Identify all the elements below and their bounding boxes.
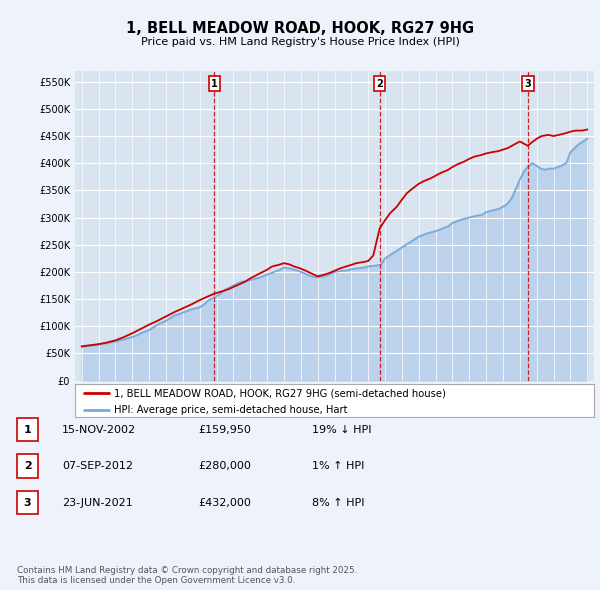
Text: 2: 2	[376, 78, 383, 88]
Text: 8% ↑ HPI: 8% ↑ HPI	[312, 498, 365, 507]
Text: HPI: Average price, semi-detached house, Hart: HPI: Average price, semi-detached house,…	[114, 405, 347, 415]
Text: 1, BELL MEADOW ROAD, HOOK, RG27 9HG (semi-detached house): 1, BELL MEADOW ROAD, HOOK, RG27 9HG (sem…	[114, 388, 446, 398]
Text: 23-JUN-2021: 23-JUN-2021	[62, 498, 133, 507]
Text: 1, BELL MEADOW ROAD, HOOK, RG27 9HG: 1, BELL MEADOW ROAD, HOOK, RG27 9HG	[126, 21, 474, 35]
Text: £280,000: £280,000	[198, 461, 251, 471]
Text: Price paid vs. HM Land Registry's House Price Index (HPI): Price paid vs. HM Land Registry's House …	[140, 37, 460, 47]
Text: 07-SEP-2012: 07-SEP-2012	[62, 461, 133, 471]
Text: £432,000: £432,000	[198, 498, 251, 507]
Text: 1% ↑ HPI: 1% ↑ HPI	[312, 461, 364, 471]
Text: 2: 2	[24, 461, 31, 471]
Text: 3: 3	[524, 78, 531, 88]
Text: 1: 1	[24, 425, 31, 434]
Text: Contains HM Land Registry data © Crown copyright and database right 2025.
This d: Contains HM Land Registry data © Crown c…	[17, 566, 357, 585]
Text: £159,950: £159,950	[198, 425, 251, 434]
Text: 3: 3	[24, 498, 31, 507]
Text: 19% ↓ HPI: 19% ↓ HPI	[312, 425, 371, 434]
Text: 15-NOV-2002: 15-NOV-2002	[62, 425, 136, 434]
Text: 1: 1	[211, 78, 218, 88]
